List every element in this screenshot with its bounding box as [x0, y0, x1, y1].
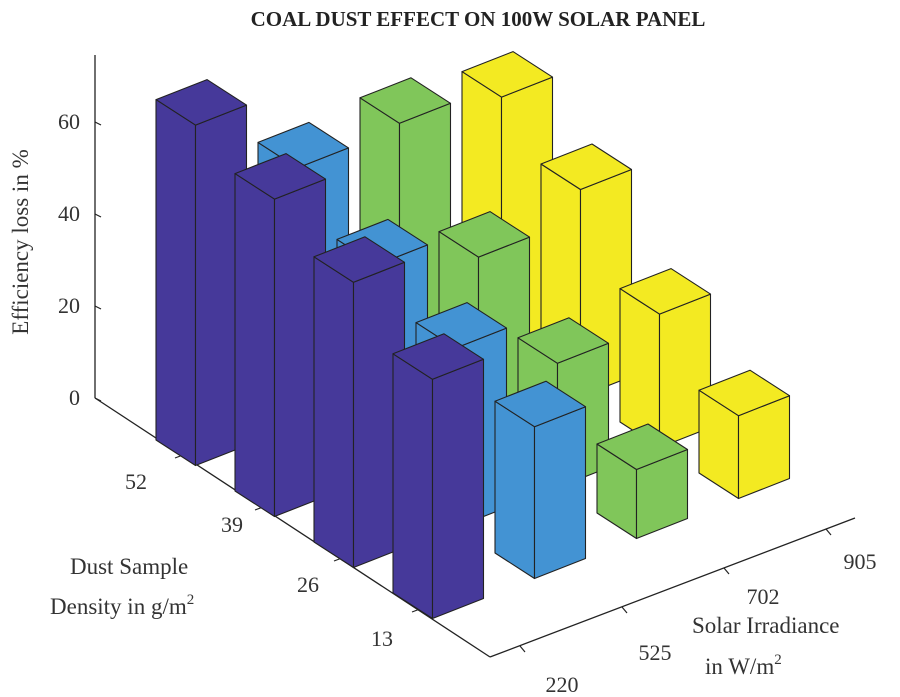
- bar-top-face: [494, 380, 587, 428]
- bar-top-face: [619, 268, 712, 315]
- bar-13-525: [494, 380, 587, 580]
- bar-26-905: [619, 268, 712, 449]
- bar-top-face: [234, 153, 327, 200]
- density-tick-label: 26: [297, 572, 319, 597]
- z-tick-mark: [94, 121, 102, 126]
- bar-top-face: [438, 211, 531, 258]
- bar-top-face: [359, 77, 452, 124]
- irradiance-tick-mark: [519, 645, 526, 653]
- bar-side-face: [431, 358, 485, 620]
- bar-13-905: [698, 369, 791, 500]
- irradiance-tick-mark: [723, 567, 730, 575]
- irradiance-axis-line: [489, 517, 856, 658]
- z-tick-label: 60: [58, 109, 80, 134]
- bar-top-face: [313, 236, 406, 283]
- irradiance-tick-label: 905: [844, 549, 877, 574]
- bar-front-face: [234, 173, 276, 518]
- irradiance-tick-label: 702: [747, 584, 780, 609]
- chart-title: COAL DUST EFFECT ON 100W SOLAR PANEL: [251, 7, 706, 31]
- irradiance-tick-label: 220: [546, 672, 579, 697]
- z-tick-mark: [94, 397, 102, 402]
- bar-front-face: [494, 400, 536, 580]
- bar-39-905: [540, 143, 633, 398]
- z-tick-mark: [94, 305, 102, 310]
- density-axis-label-line2: Density in g/m2: [50, 592, 194, 619]
- bar-front-face: [619, 288, 661, 449]
- bar-side-face: [533, 406, 587, 580]
- bar-front-face: [392, 353, 434, 620]
- density-tick-label: 13: [371, 626, 393, 651]
- bar-front-face: [155, 99, 197, 467]
- density-axis-label-line1: Dust Sample: [70, 554, 188, 579]
- bar-top-face: [155, 79, 248, 126]
- z-tick-label: 40: [58, 201, 80, 226]
- irradiance-axis-label-sup: 2: [774, 652, 782, 668]
- bar-top-face: [517, 317, 610, 364]
- bar-top-face: [392, 333, 485, 380]
- bar-26-220: [313, 236, 406, 569]
- irradiance-tick-mark: [621, 606, 628, 614]
- bar-top-face: [540, 143, 633, 191]
- density-tick-label: 52: [125, 469, 147, 494]
- bar-52-220: [155, 79, 248, 467]
- z-tick-label: 0: [69, 385, 80, 410]
- z-axis-label: Efficiency loss in %: [8, 149, 33, 334]
- z-tick-label: 20: [58, 293, 80, 318]
- z-tick-mark: [94, 213, 102, 218]
- bar-front-face: [313, 256, 355, 569]
- density-axis-label-sup: 2: [187, 592, 195, 608]
- irradiance-tick-mark: [825, 528, 832, 536]
- irradiance-axis-label-line1: Solar Irradiance: [692, 613, 840, 638]
- bar-39-220: [234, 153, 327, 518]
- density-tick-label: 39: [221, 512, 243, 537]
- irradiance-tick-label: 525: [639, 640, 672, 665]
- bar-13-220: [392, 333, 485, 620]
- bar-top-face: [596, 423, 689, 471]
- bar-top-face: [698, 369, 791, 417]
- bar-13-702: [596, 423, 689, 540]
- bar-top-face: [461, 51, 554, 98]
- irradiance-axis-label-line2: in W/m2: [705, 652, 782, 679]
